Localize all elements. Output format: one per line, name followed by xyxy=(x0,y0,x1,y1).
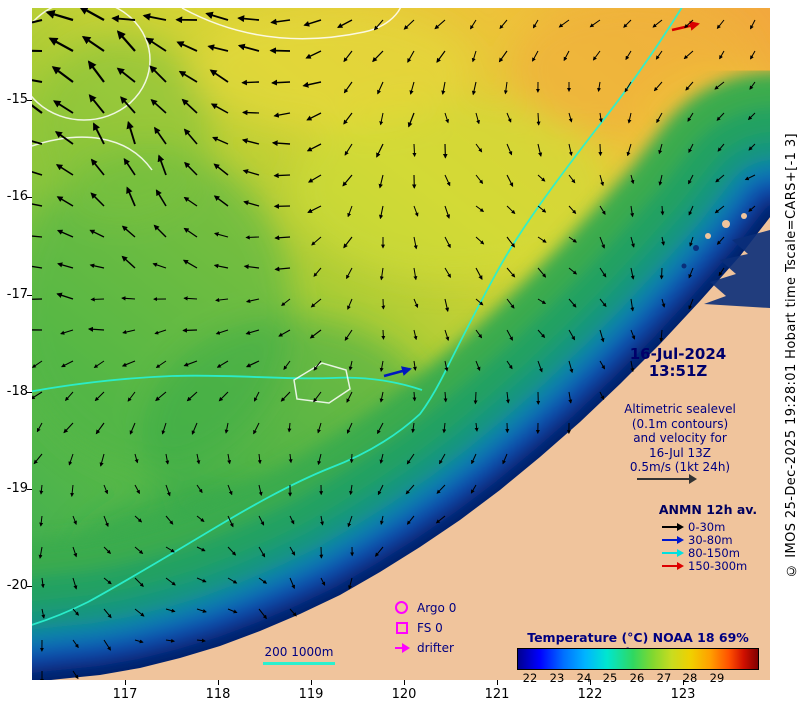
lat-tick-label: -17 xyxy=(6,287,28,302)
fs-marker-row: FS 0 xyxy=(394,620,456,635)
lon-tick-label: 120 xyxy=(391,687,417,702)
anmn-depth-arrow-icon xyxy=(662,564,682,567)
isobath-scale-label: 200 1000m xyxy=(264,645,334,659)
fs-label: FS 0 xyxy=(417,620,443,635)
colorbar-tick: 27 xyxy=(656,671,672,685)
lon-tick-label: 121 xyxy=(484,687,510,702)
date-block: 16-Jul-2024 13:51Z xyxy=(613,346,743,380)
fs-square-icon xyxy=(395,621,408,634)
lat-tick-label: -20 xyxy=(6,578,28,593)
lon-tick-label: 117 xyxy=(112,687,138,702)
annotation-line: Altimetric sealevel xyxy=(624,402,736,416)
map-date: 16-Jul-2024 xyxy=(629,345,727,363)
colorbar-tick: 29 xyxy=(709,671,725,685)
lat-tick-label: -16 xyxy=(6,189,28,204)
lat-tick-label: -15 xyxy=(6,92,28,107)
velocity-scale-arrow-icon xyxy=(637,478,695,480)
anmn-depth-label: 150-300m xyxy=(688,558,748,573)
lon-tick-label: 123 xyxy=(670,687,696,702)
anmn-legend: ANMN 12h av. 0-30m 30-80m 80-150m 150-30… xyxy=(652,502,764,572)
land-mass xyxy=(50,217,770,680)
colorbar xyxy=(517,648,759,670)
anmn-legend-row: 80-150m xyxy=(652,546,764,559)
copyright-column: © IMOS 25-Dec-2025 19:28:01 Hobart time … xyxy=(784,0,799,710)
colorbar-tick: 22 xyxy=(522,671,538,685)
current-arrows xyxy=(32,8,756,680)
anmn-depth-arrow-icon xyxy=(662,551,682,554)
argo-circle-icon xyxy=(395,601,408,614)
argo-label: Argo 0 xyxy=(417,600,457,615)
platform-marker-legend: Argo 0 FS 0 drifter xyxy=(394,600,456,660)
lon-tick-label: 119 xyxy=(298,687,324,702)
argo-marker-row: Argo 0 xyxy=(394,600,456,615)
lon-tick-label: 118 xyxy=(205,687,231,702)
lat-tick-label: -19 xyxy=(6,481,28,496)
lon-tick-label: 122 xyxy=(577,687,603,702)
annotation-line: 0.5m/s (1kt 24h) xyxy=(629,460,731,474)
sst-map-svg xyxy=(32,8,770,680)
colorbar-tick: 26 xyxy=(629,671,645,685)
anmn-depth-label: 0-30m xyxy=(688,519,726,534)
colorbar-tick: 28 xyxy=(682,671,698,685)
colorbar-ticks: 22 23 24 25 26 27 28 29 xyxy=(517,671,757,685)
colorbar-tick: 25 xyxy=(602,671,618,685)
map-canvas[interactable] xyxy=(32,8,770,680)
drifter-marker-row: drifter xyxy=(394,640,456,655)
anmn-legend-row: 0-30m xyxy=(652,520,764,533)
anmn-depth-label: 30-80m xyxy=(688,532,733,547)
drifter-label: drifter xyxy=(417,640,454,655)
annotation-line: 16-Jul 13Z xyxy=(648,445,712,460)
lat-tick-label: -18 xyxy=(6,384,28,399)
isobath-scale: 200 1000m xyxy=(260,645,338,665)
annotation-line: and velocity for xyxy=(633,431,727,445)
anmn-legend-row: 30-80m xyxy=(652,533,764,546)
altimetry-annotation: Altimetric sealevel (0.1m contours) and … xyxy=(612,402,748,475)
annotation-line: (0.1m contours) xyxy=(631,416,729,431)
archipelago xyxy=(681,213,770,308)
colorbar-tick: 24 xyxy=(576,671,592,685)
anmn-legend-title: ANMN 12h av. xyxy=(658,502,758,517)
anmn-depth-label: 80-150m xyxy=(688,545,740,560)
colorbar-tick: 23 xyxy=(549,671,565,685)
anmn-depth-arrow-icon xyxy=(662,538,682,541)
map-time: 13:51Z xyxy=(648,362,708,380)
copyright-text: © IMOS 25-Dec-2025 19:28:01 Hobart time … xyxy=(784,132,799,578)
isobath-line-sample xyxy=(263,662,335,665)
anmn-legend-row: 150-300m xyxy=(652,559,764,572)
drifter-arrow-icon xyxy=(395,646,408,649)
bathymetry-contours xyxy=(32,8,683,626)
anmn-depth-arrow-icon xyxy=(662,525,682,528)
